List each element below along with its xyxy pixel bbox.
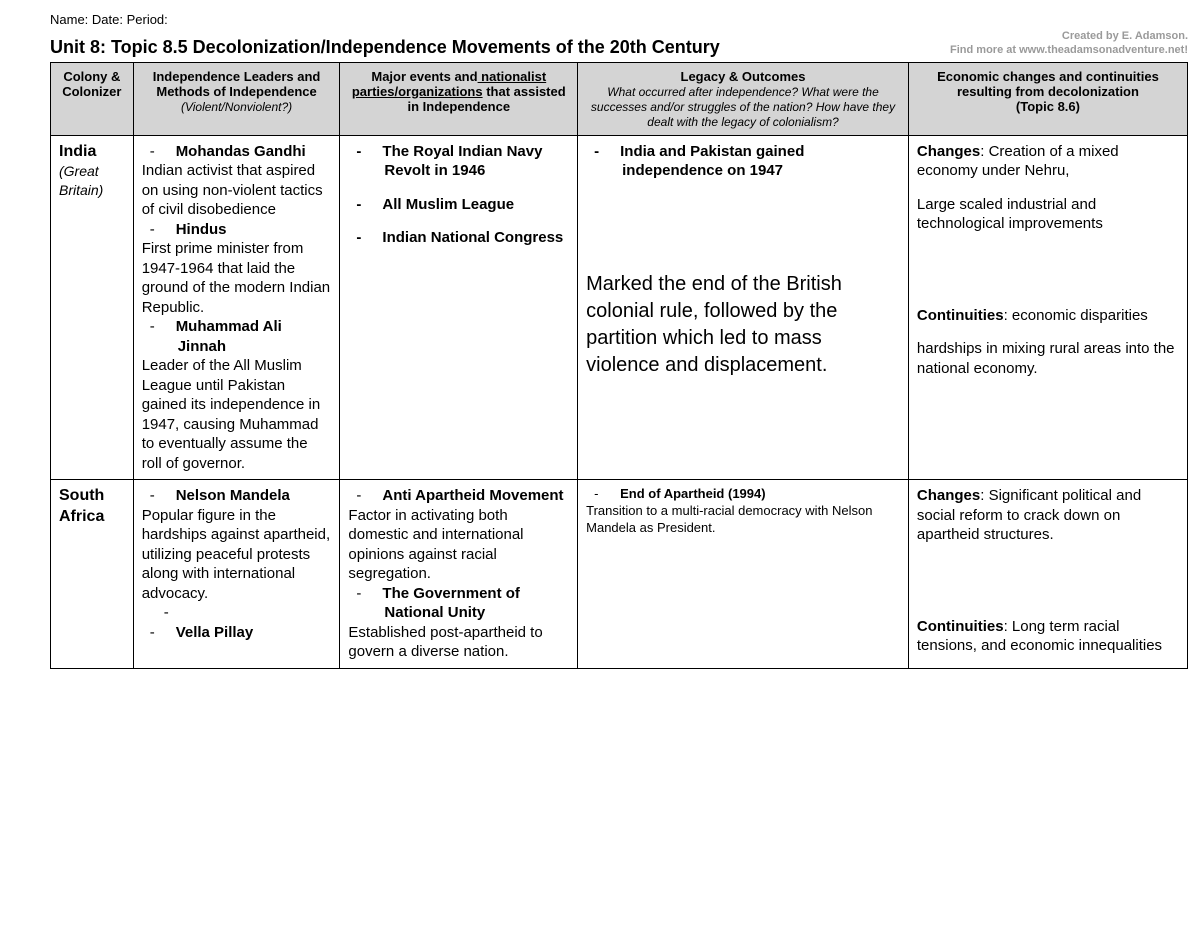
col-econ-main: Economic changes and continuities result… (937, 69, 1159, 99)
col-legacy-title: Legacy & Outcomes (681, 69, 806, 84)
cell-leaders-india: -Mohandas Gandhi Indian activist that as… (133, 135, 340, 480)
header-row: Colony & Colonizer Independence Leaders … (51, 62, 1188, 135)
event-item: -The Government of National Unity (370, 584, 569, 623)
event-item: -All Muslim League (370, 195, 569, 215)
event-desc: Factor in activating both domestic and i… (348, 506, 569, 584)
cell-events-india: -The Royal Indian Navy Revolt in 1946 -A… (340, 135, 578, 480)
leader-item: -Vella Pillay (164, 623, 332, 643)
changes-label: Changes (917, 143, 980, 160)
leader-desc: Popular figure in the hardships against … (142, 506, 332, 604)
leader-item: -Muhammad Ali Jinnah (164, 317, 332, 356)
table-row: South Africa -Nelson Mandela Popular fig… (51, 480, 1188, 669)
event-item: -The Royal Indian Navy Revolt in 1946 (370, 142, 569, 181)
col-colony: Colony & Colonizer (51, 62, 134, 135)
col-leaders: Independence Leaders and Methods of Inde… (133, 62, 340, 135)
country-name: India (59, 142, 125, 163)
leader-desc: First prime minister from 1947-1964 that… (142, 239, 332, 317)
table-row: India (Great Britain) -Mohandas Gandhi I… (51, 135, 1188, 480)
col-legacy: Legacy & Outcomes What occurred after in… (578, 62, 909, 135)
legacy-big-text: Marked the end of the British colonial r… (586, 271, 900, 379)
continuities-label: Continuities (917, 618, 1004, 635)
credit-line-2: Find more at www.theadamsonadventure.net… (950, 43, 1188, 57)
leader-desc: Leader of the All Muslim League until Pa… (142, 356, 332, 473)
leader-item: -Hindus (164, 220, 332, 240)
cell-econ-sa: Changes: Significant political and socia… (908, 480, 1187, 669)
leader-item: -Nelson Mandela (164, 486, 332, 506)
credit-block: Created by E. Adamson. Find more at www.… (950, 29, 1188, 58)
page-title: Unit 8: Topic 8.5 Decolonization/Indepen… (50, 37, 720, 58)
continuities-text-2: hardships in mixing rural areas into the… (917, 339, 1179, 378)
col-leaders-main: Independence Leaders and Methods of Inde… (153, 69, 321, 99)
col-econ: Economic changes and continuities result… (908, 62, 1187, 135)
cell-legacy-india: -India and Pakistan gained independence … (578, 135, 909, 480)
name-date-line: Name: Date: Period: (50, 12, 1188, 27)
col-leaders-sub: (Violent/Nonviolent?) (181, 100, 292, 114)
changes-label: Changes (917, 487, 980, 504)
cell-country-sa: South Africa (51, 480, 134, 669)
legacy-sub-text: Transition to a multi-racial democracy w… (586, 503, 900, 537)
legacy-bullet: -India and Pakistan gained independence … (608, 142, 900, 181)
cell-country-india: India (Great Britain) (51, 135, 134, 480)
event-desc: Established post-apartheid to govern a d… (348, 623, 569, 662)
leader-dash: - (164, 603, 332, 623)
continuities-label: Continuities (917, 307, 1004, 324)
col-econ-sub: (Topic 8.6) (1016, 99, 1080, 114)
event-item: -Anti Apartheid Movement (370, 486, 569, 506)
col-legacy-sub: What occurred after independence? What w… (591, 85, 895, 129)
continuities-text: : economic disparities (1004, 307, 1148, 324)
cell-events-sa: -Anti Apartheid Movement Factor in activ… (340, 480, 578, 669)
cell-econ-india: Changes: Creation of a mixed economy und… (908, 135, 1187, 480)
col-events-pre: Major events and (371, 69, 477, 84)
event-item: -Indian National Congress (370, 228, 569, 248)
title-row: Unit 8: Topic 8.5 Decolonization/Indepen… (50, 29, 1188, 58)
cell-legacy-sa: -End of Apartheid (1994) Transition to a… (578, 480, 909, 669)
country-name: South Africa (59, 486, 125, 528)
changes-text-2: Large scaled industrial and technologica… (917, 195, 1179, 234)
decolonization-table: Colony & Colonizer Independence Leaders … (50, 62, 1188, 669)
credit-line-1: Created by E. Adamson. (950, 29, 1188, 43)
legacy-bullet: -End of Apartheid (1994) (608, 486, 900, 503)
col-events: Major events and nationalist parties/org… (340, 62, 578, 135)
cell-leaders-sa: -Nelson Mandela Popular figure in the ha… (133, 480, 340, 669)
leader-item: -Mohandas Gandhi (164, 142, 332, 162)
leader-desc: Indian activist that aspired on using no… (142, 161, 332, 220)
colonizer-name: (Great Britain) (59, 162, 125, 198)
